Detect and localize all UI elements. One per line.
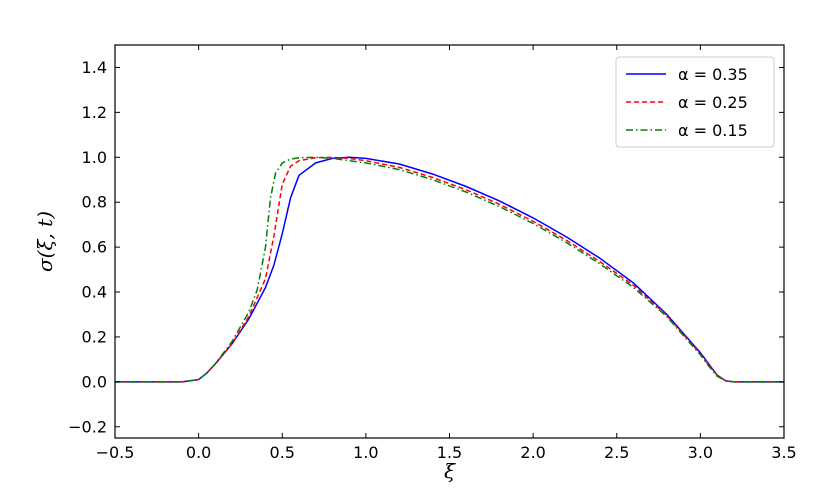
y-tick-label: 0.2 — [82, 327, 107, 346]
y-tick-label: 0.6 — [82, 238, 107, 257]
x-tick-label: 0.5 — [270, 443, 295, 462]
x-tick-label: 2.0 — [520, 443, 545, 462]
x-tick-label: 1.0 — [353, 443, 378, 462]
series-line-2 — [115, 156, 784, 383]
x-tick-label: 0.0 — [186, 443, 211, 462]
legend: α = 0.35 α = 0.25 α = 0.15 — [615, 56, 775, 148]
legend-label: α = 0.15 — [678, 121, 748, 140]
y-tick-label: 1.4 — [82, 58, 107, 77]
y-tick-label: 0.8 — [82, 193, 107, 212]
x-tick-label: 2.5 — [604, 443, 629, 462]
y-tick-label: 1.0 — [82, 148, 107, 167]
ticks-layer: −0.5 0.0 0.5 1.0 1.5 2.0 2.5 3.0 3.5 −0.2 0.0 0.2 0.… — [68, 45, 797, 462]
y-tick-label: 1.2 — [82, 103, 107, 122]
series-line-3 — [115, 156, 784, 383]
x-tick-label: 1.5 — [437, 443, 462, 462]
y-tick-label: 0.0 — [82, 372, 107, 391]
legend-label: α = 0.25 — [678, 93, 748, 112]
x-tick-label: 3.0 — [688, 443, 713, 462]
x-tick-label: 3.5 — [771, 443, 796, 462]
x-tick-label: −0.5 — [96, 443, 135, 462]
y-axis-label: σ(ξ, t) — [33, 211, 57, 272]
legend-label: α = 0.35 — [678, 65, 748, 84]
series-layer — [115, 156, 784, 383]
y-tick-label: 0.4 — [82, 283, 107, 302]
series-line-1 — [115, 156, 784, 383]
legend-box — [615, 56, 775, 148]
x-axis-label: ξ — [444, 459, 456, 483]
y-tick-label: −0.2 — [68, 417, 107, 436]
